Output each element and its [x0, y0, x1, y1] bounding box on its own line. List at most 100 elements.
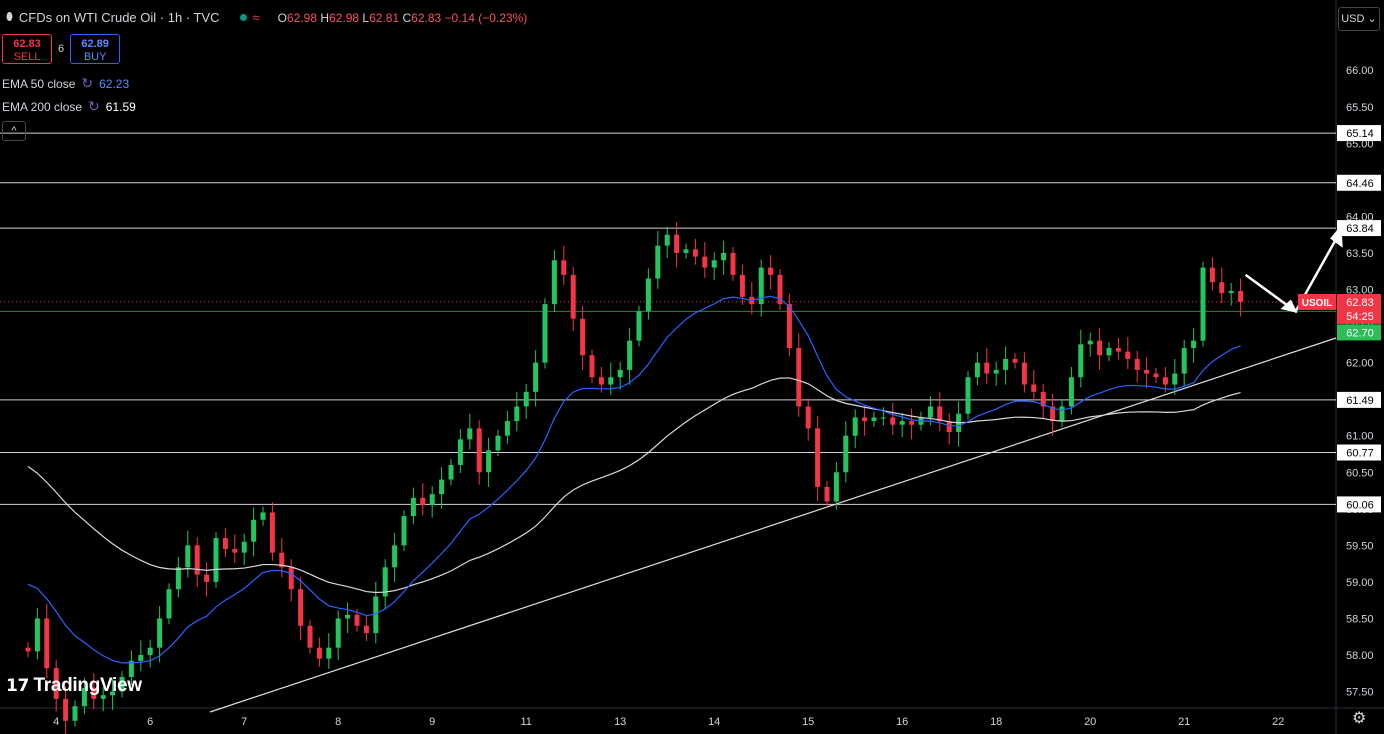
candle-body	[448, 464, 454, 480]
candle-body	[617, 369, 623, 378]
indicator-label: EMA 50 close	[2, 76, 76, 91]
candle-body	[683, 249, 689, 253]
candle-body	[128, 660, 134, 677]
collapse-chevron-icon[interactable]: ^	[2, 121, 26, 141]
buy-button[interactable]: 62.89 BUY	[70, 34, 121, 64]
candle-body	[523, 391, 529, 407]
y-tick-label: 65.50	[1346, 102, 1374, 114]
x-tick-label: 22	[1272, 716, 1284, 728]
x-tick-label: 16	[896, 716, 908, 728]
candle-body	[899, 421, 905, 425]
candle-body	[570, 274, 576, 319]
candle-body	[1059, 406, 1065, 422]
candle-body	[561, 260, 567, 275]
candle-body	[627, 340, 633, 370]
candle-body	[316, 647, 322, 659]
level-tag	[1337, 496, 1381, 513]
symbol-tag-bg	[1298, 293, 1336, 310]
candle-body	[467, 428, 473, 440]
candle-body	[138, 655, 144, 661]
candle-body	[213, 538, 219, 582]
wave-icon: ≈	[252, 10, 260, 25]
candle-body	[514, 406, 520, 422]
candle-body	[1200, 267, 1206, 341]
sell-button[interactable]: 62.83 SELL	[2, 34, 52, 64]
countdown-label: 54:25	[1346, 311, 1374, 323]
candle-body	[298, 589, 304, 626]
candle-body	[927, 406, 933, 418]
ema200-line	[27, 377, 1241, 594]
candle-body	[1021, 362, 1027, 385]
candle-body	[72, 706, 78, 721]
currency-select[interactable]: USD ⌄	[1338, 7, 1380, 31]
green-price-label: 62.70	[1346, 327, 1374, 339]
candle-body	[335, 618, 341, 648]
chart-header: ⬮ CFDs on WTI Crude Oil · 1h · TVC ≈ O62…	[6, 10, 527, 25]
indicator-ema50[interactable]: EMA 50 close ↻ 62.23	[2, 75, 129, 92]
candle-body	[157, 618, 163, 648]
candle-body	[871, 417, 877, 422]
level-label: 64.46	[1346, 178, 1374, 190]
candle-body	[805, 406, 811, 429]
candle-body	[711, 260, 717, 268]
candle-body	[345, 614, 351, 619]
level-tag	[1337, 391, 1381, 408]
indicator-ema200[interactable]: EMA 200 close ↻ 61.59	[2, 98, 136, 115]
candle-body	[974, 362, 980, 378]
candle-body	[1125, 351, 1131, 359]
candle-body	[786, 304, 792, 348]
forecast-arrowhead	[1280, 299, 1298, 313]
x-tick-label: 20	[1084, 716, 1096, 728]
x-tick-label: 7	[241, 716, 247, 728]
y-tick-label: 63.50	[1346, 248, 1374, 260]
level-label: 65.14	[1346, 128, 1374, 140]
green-price-tag	[1337, 324, 1381, 341]
y-tick-label: 60.50	[1346, 467, 1374, 479]
candle-body	[768, 267, 774, 275]
level-label: 61.49	[1346, 395, 1374, 407]
y-tick-label: 58.00	[1346, 650, 1374, 662]
indicator-label: EMA 200 close	[2, 99, 83, 114]
refresh-icon: ↻	[81, 75, 94, 91]
level-label: 60.06	[1346, 499, 1374, 511]
candle-body	[307, 625, 313, 648]
candle-body	[777, 274, 783, 305]
candle-body	[44, 618, 50, 669]
candle-body	[166, 589, 172, 619]
candle-body	[439, 479, 445, 495]
candle-body	[232, 549, 238, 553]
candle-body	[1068, 377, 1074, 407]
candle-body	[241, 541, 247, 553]
trendline	[209, 337, 1337, 713]
candle-body	[1162, 377, 1168, 385]
tradingview-logo: 𝟭𝟳 TradingView	[6, 675, 142, 696]
current-price-tag	[1337, 293, 1381, 324]
candle-body	[796, 347, 802, 407]
candle-body	[833, 472, 839, 502]
candle-body	[815, 428, 821, 487]
candle-body	[204, 574, 210, 582]
candle-body	[890, 417, 896, 425]
x-tick-label: 8	[335, 716, 341, 728]
candle-body	[880, 417, 886, 419]
x-tick-label: 11	[520, 716, 531, 728]
candle-body	[580, 318, 586, 356]
symbol-title[interactable]: CFDs on WTI Crude Oil · 1h · TVC	[18, 10, 220, 25]
candle-body	[993, 369, 999, 374]
level-tag	[1337, 174, 1381, 191]
candle-body	[946, 421, 952, 433]
candle-body	[664, 234, 670, 246]
trade-panel: 62.83 SELL 6 62.89 BUY	[2, 34, 121, 64]
candle-body	[1115, 347, 1121, 352]
candle-body	[401, 516, 407, 546]
candle-body	[730, 252, 736, 275]
candle-body	[175, 567, 181, 590]
candle-body	[110, 691, 116, 696]
candle-body	[542, 304, 548, 363]
candle-body	[457, 439, 463, 465]
ohlc-readout: O62.98 H62.98 L62.81 C62.83 −0.14 (−0.23…	[277, 10, 528, 25]
gear-icon[interactable]: ⚙	[1352, 710, 1367, 727]
market-open-icon	[239, 14, 247, 21]
candle-body	[53, 668, 59, 699]
